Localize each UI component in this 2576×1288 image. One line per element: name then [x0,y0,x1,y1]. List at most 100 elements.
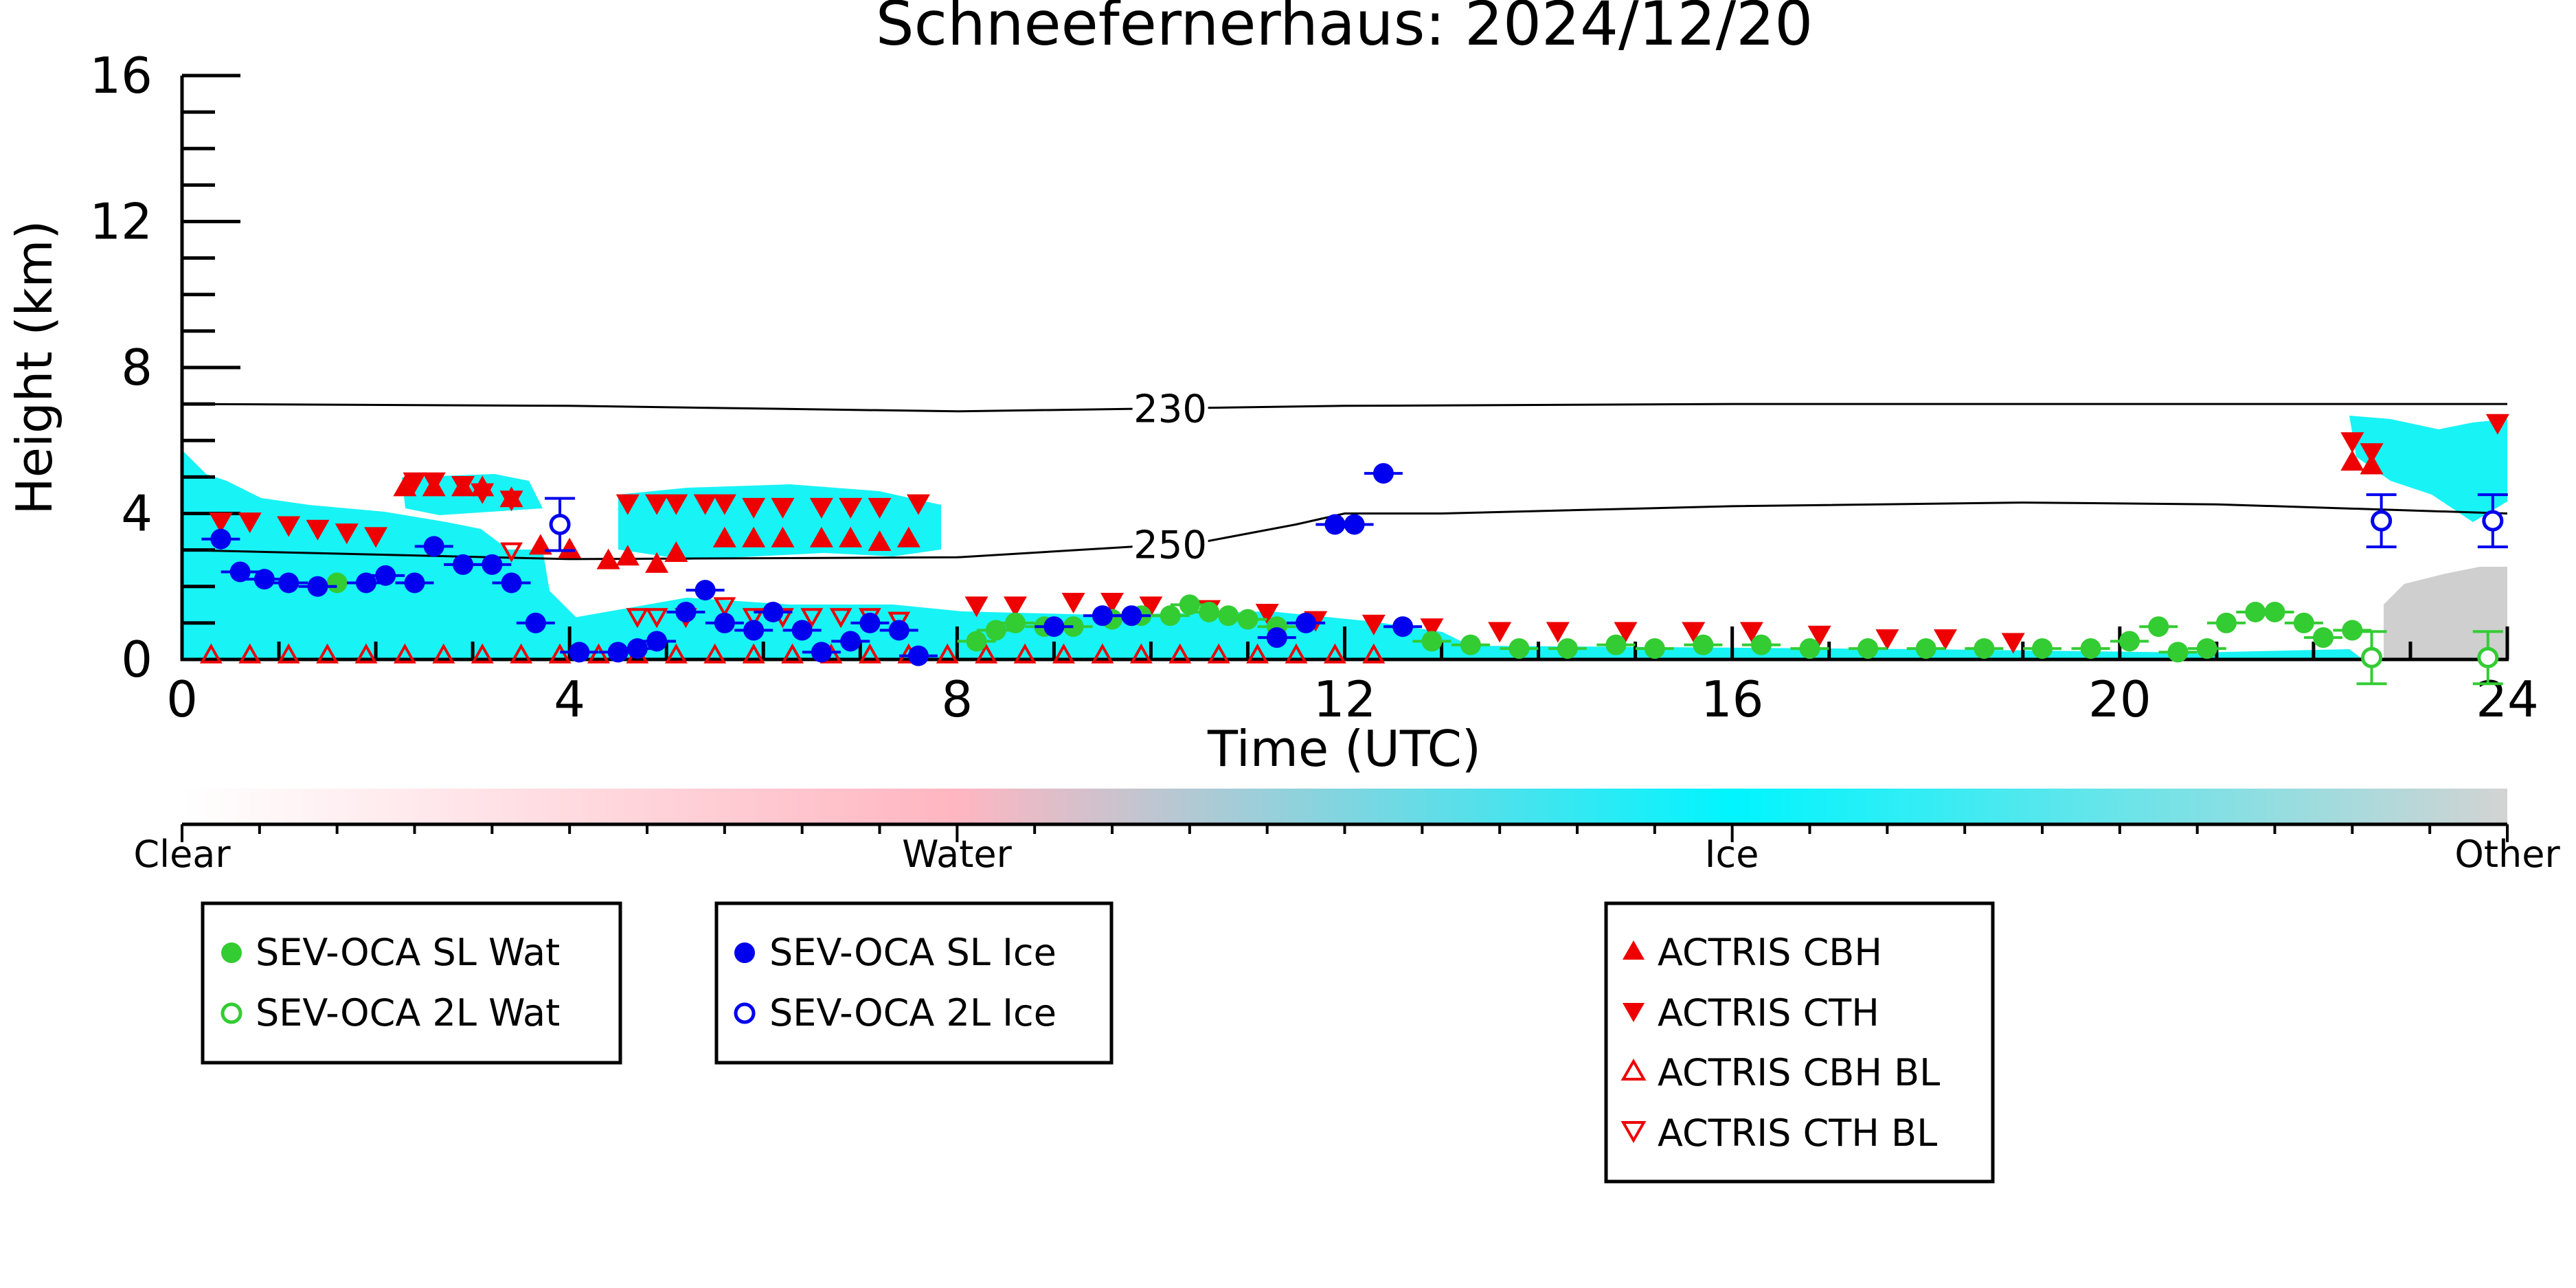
actris-cth-bl-point [500,542,523,563]
sev-oca-sl-wat-point [1974,638,1995,659]
contour-line-250 [182,501,2507,561]
actris-cth-point [1003,596,1027,618]
sev-oca-sl-ice-point [762,601,784,622]
actris-cbh-bl-point [858,643,881,664]
sev-oca-sl-wat-point [1857,638,1879,659]
actris-cbh-bl-point [1052,643,1075,664]
sev-oca-sl-ice-point [1296,612,1317,633]
actris-cth-bl-point [800,608,824,629]
actris-cbh-bl-point [975,643,998,664]
sev-oca-sl-wat-point [2342,620,2363,641]
actris-cbh-bl-point [781,643,804,664]
sev-oca-sl-ice-point [1121,605,1142,626]
actris-cbh-point [615,545,640,566]
sev-oca-sl-wat-point [1915,638,1936,659]
legend-label-2l-ice: SEV-OCA 2L Ice [769,991,1057,1035]
actris-cth-point [1420,618,1444,640]
y-axis-label: Height (km) [5,221,63,515]
sev-oca-sl-ice-point [626,638,648,659]
sev-oca-sl-wat-point [1605,634,1627,655]
sev-oca-sl-wat-point [1509,638,1530,659]
actris-cth-point [306,519,330,541]
actris-cth-point [1807,625,1831,646]
actris-cbh-bl-point [1013,643,1037,664]
actris-cth-point [1875,629,1899,651]
sev-oca-sl-wat-point [1799,638,1820,659]
actris-cbh-bl-point [432,643,455,664]
colorbar-label-other: Other [2454,833,2560,876]
actris-cth-point [1100,593,1124,613]
sev-oca-sl-ice-point [453,554,474,575]
actris-cth-point [2001,633,2025,654]
legend-marker-sl-wat [221,942,242,963]
sev-oca-sl-ice-point [1324,514,1346,535]
data-markers [199,414,2509,686]
sev-oca-sl-wat-point [1693,634,1714,655]
actris-cbh-bl-point [510,643,533,664]
actris-cbh-bl-point [742,643,765,664]
actris-cth-point [1546,622,1570,643]
actris-cth-point [1139,596,1163,618]
contour-labels: 230 250 [1132,387,1208,568]
actris-cth-point [1614,622,1638,643]
sev-oca-sl-ice-point [859,612,881,633]
sev-oca-sl-wat-point [1160,605,1181,626]
actris-cth-point [471,483,495,504]
actris-cth-bl-point [829,608,852,629]
legend-label-sl-wat: SEV-OCA SL Wat [256,931,560,974]
legend-ice-box [714,901,1114,1065]
actris-cbh-point [868,530,892,551]
actris-cth-point [1933,629,1957,651]
sev-oca-sl-wat-point [326,572,348,594]
x-tick-label: 24 [2476,670,2539,728]
sev-oca-sl-wat-point [2148,616,2169,637]
sev-oca-2l-ice-point [2371,510,2393,532]
actris-cth-point [2340,432,2364,453]
sev-oca-2l-ice-point [2482,510,2504,532]
actris-cbh-bl-point [354,643,378,664]
legend-marker-cbh-bl [1620,1058,1647,1081]
sev-oca-2l-wat-point [2361,646,2383,668]
chart-title: Schneefernerhaus: 2024/12/20 [876,0,1814,59]
actris-cth-point [2360,443,2384,464]
contour-line-230 [182,403,2507,413]
legend-label-sl-ice: SEV-OCA SL Ice [769,931,1057,974]
actris-cbh-bl-point [936,643,959,664]
sev-oca-sl-ice-point [694,580,716,601]
sev-oca-sl-wat-point [1218,605,1239,626]
legend-ice: SEV-OCA SL Ice SEV-OCA 2L Ice [714,901,1114,1065]
temperature-contours [182,403,2507,561]
actris-cth-point [1739,622,1763,643]
actris-cbh-bl-point [1246,643,1269,664]
actris-cth-point [664,494,688,515]
sev-oca-sl-wat-point [2196,638,2217,659]
sev-oca-sl-wat-point [1460,634,1481,655]
actris-cbh-bl-point [664,643,688,664]
legend-marker-cth-bl [1620,1121,1647,1144]
actris-cbh-point [2340,450,2364,471]
x-tick-label: 16 [1701,670,1764,728]
sev-oca-sl-wat-point [1750,634,1772,655]
legend-marker-2l-ice [734,1002,756,1024]
actris-cbh-point [809,526,833,547]
actris-cth-bl-point [713,597,736,618]
sev-oca-sl-wat-point [966,631,987,652]
actris-cth-bl-point [645,608,668,629]
actris-cbh-bl-point [1168,643,1192,664]
legend-actris-box [1604,901,1995,1184]
legend-water-box [201,901,622,1065]
x-axis-label: Time (UTC) [1207,720,1481,778]
legend-label-cbh: ACTRIS CBH [1658,931,1882,974]
actris-cth-point [451,476,475,497]
sev-oca-sl-ice-point [210,528,231,550]
actris-cbh-bl-point [1323,643,1346,664]
actris-cth-point [712,494,736,515]
actris-cbh-point [742,526,766,547]
y-tick-label: 0 [121,631,152,688]
sev-oca-sl-wat-point [2313,627,2334,648]
sev-oca-sl-ice-point [1266,627,1287,648]
x-tick-label: 12 [1313,670,1377,728]
actris-cbh-point [645,552,669,573]
legend-water: SEV-OCA SL Wat SEV-OCA 2L Wat [201,901,622,1065]
legend-marker-cth [1623,1003,1645,1022]
